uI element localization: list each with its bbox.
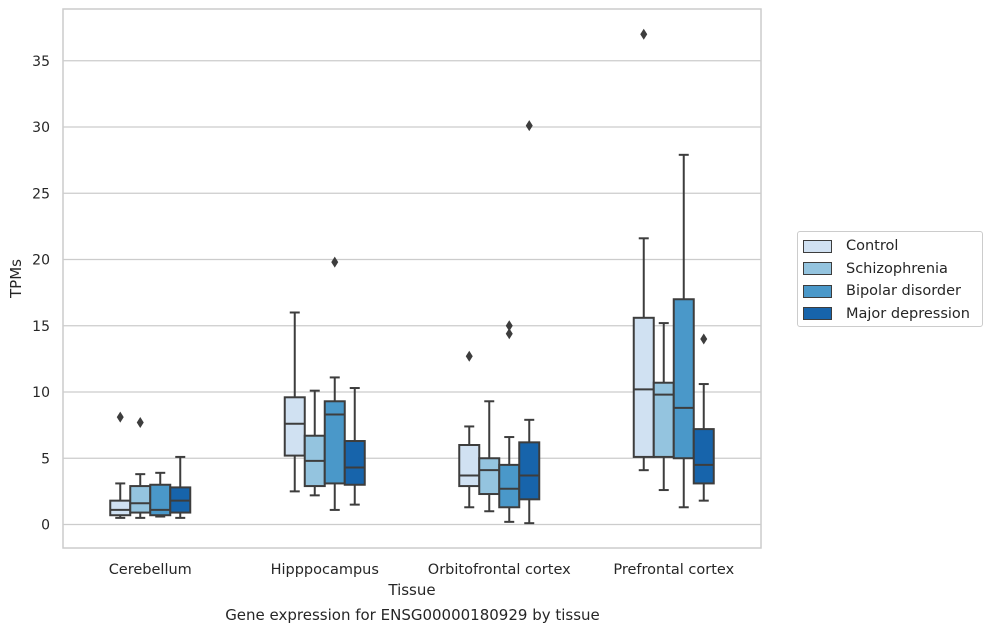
y-axis-label: TPMs [7, 259, 25, 299]
legend-swatch-bipolar-disorder [803, 284, 832, 298]
outlier-point [136, 416, 144, 428]
y-tick-label: 15 [32, 319, 50, 335]
outlier-point [700, 333, 708, 345]
box-major-depression-3 [692, 333, 715, 502]
box-bipolar-disorder-3 [672, 153, 695, 509]
x-axis-label: Tissue [387, 581, 435, 599]
box-body [632, 316, 655, 458]
outlier-point [505, 328, 513, 340]
outlier-point [116, 411, 124, 423]
y-tick-label: 20 [32, 253, 50, 269]
x-tick-label: Orbitofrontal cortex [428, 562, 571, 578]
outlier-point [505, 320, 513, 332]
legend-item-control: Control [803, 235, 982, 258]
y-tick-label: 30 [32, 120, 50, 136]
legend-item-bipolar-disorder: Bipolar disorder [803, 280, 982, 303]
box-schizophrenia-1 [303, 389, 326, 497]
legend-item-schizophrenia: Schizophrenia [803, 258, 982, 281]
legend-item-major-depression: Major depression [803, 303, 982, 326]
box-bipolar-disorder-0 [149, 471, 172, 518]
box-body [283, 396, 306, 457]
box-control-3 [632, 28, 655, 472]
box-bipolar-disorder-1 [323, 256, 346, 511]
box-body [478, 457, 501, 496]
legend-swatch-schizophrenia [803, 262, 832, 276]
box-schizophrenia-2 [478, 400, 501, 513]
box-control-0 [109, 411, 132, 519]
y-tick-label: 0 [41, 518, 50, 534]
box-body [672, 298, 695, 460]
outlier-point [525, 120, 533, 132]
box-control-2 [458, 350, 481, 509]
legend: Control Schizophrenia Bipolar disorder M… [797, 231, 983, 327]
legend-label-major-depression: Major depression [846, 305, 970, 322]
y-tick-label: 5 [41, 451, 50, 467]
box-body [109, 499, 132, 517]
y-tick-label: 25 [32, 186, 50, 202]
box-major-depression-0 [169, 455, 192, 519]
box-body [458, 444, 481, 488]
box-body [343, 440, 366, 486]
box-body [498, 463, 521, 509]
box-body [692, 428, 715, 485]
figure-caption: Gene expression for ENSG00000180929 by t… [225, 606, 600, 624]
outlier-point [331, 256, 339, 268]
box-major-depression-2 [518, 120, 541, 525]
box-bipolar-disorder-2 [498, 320, 521, 523]
legend-label-bipolar-disorder: Bipolar disorder [846, 283, 961, 300]
legend-swatch-control [803, 239, 832, 253]
plot-frame [62, 8, 762, 549]
box-control-1 [283, 311, 306, 493]
x-tick-label: Prefrontal cortex [613, 562, 734, 578]
x-tick-label: Hipppocampus [271, 562, 379, 578]
box-body [518, 441, 541, 501]
y-tick-label: 10 [32, 385, 50, 401]
x-tick-label: Cerebellum [109, 562, 192, 578]
box-major-depression-1 [343, 387, 366, 506]
box-schizophrenia-0 [129, 416, 152, 519]
legend-label-control: Control [846, 238, 899, 255]
y-tick-label: 35 [32, 54, 50, 70]
outlier-point [465, 350, 473, 362]
box-schizophrenia-3 [652, 322, 675, 492]
box-body [129, 485, 152, 514]
outlier-point [640, 28, 648, 40]
legend-swatch-major-depression [803, 307, 832, 321]
legend-label-schizophrenia: Schizophrenia [846, 260, 948, 277]
